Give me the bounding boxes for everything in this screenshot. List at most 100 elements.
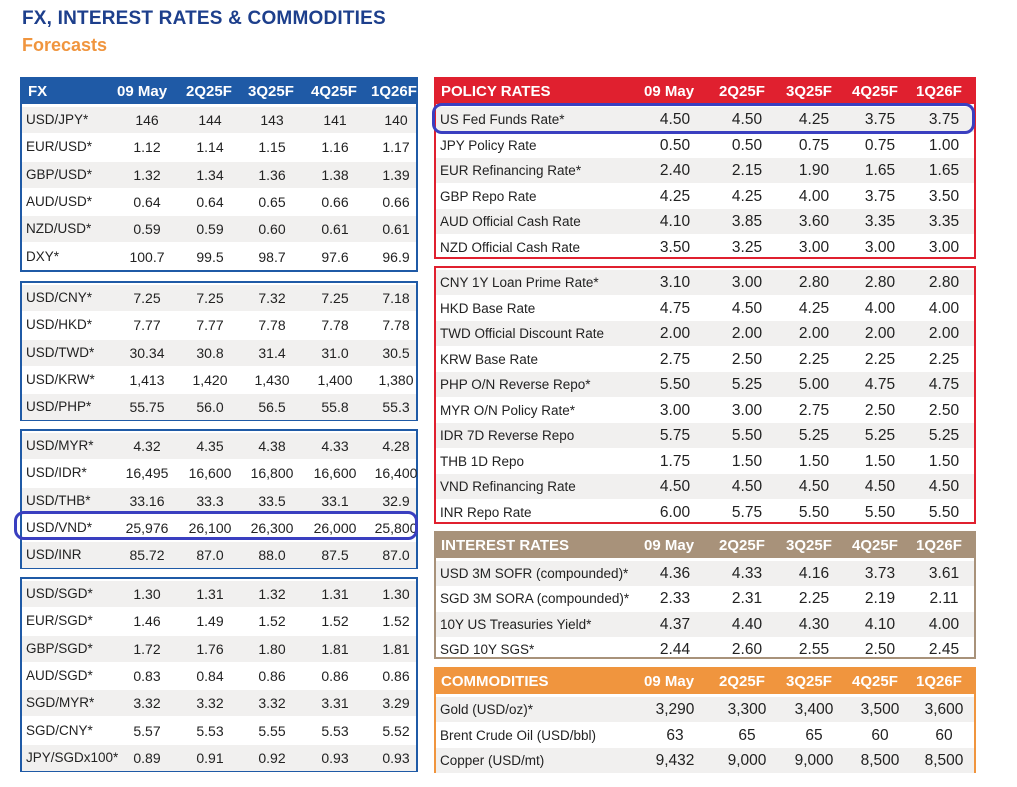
row-label: USD/PHP* xyxy=(26,399,92,415)
table-row: MYR O/N Policy Rate* 3.00 3.00 2.75 2.50 2.50 xyxy=(436,398,974,423)
table-row: USD/IDR* 16,495 16,600 16,800 16,600 16,400 xyxy=(22,460,417,486)
cell-value: 100.7 xyxy=(129,248,165,265)
table-row: SGD 10Y SGS* 2.44 2.60 2.55 2.50 2.45 xyxy=(436,637,974,662)
cell-value: 85.72 xyxy=(129,547,165,564)
row-label: INR Repo Rate xyxy=(440,504,532,520)
cell-value: 4.00 xyxy=(864,299,896,317)
table-row: USD 3M SOFR (compounded)* 4.36 4.33 4.16 3.7… xyxy=(436,561,974,586)
cell-value: 3.60 xyxy=(798,213,830,231)
cell-value: 2.75 xyxy=(798,401,830,419)
cell-value: 1.81 xyxy=(321,640,349,657)
table-row: Brent Crude Oil (USD/bbl) 63 65 65 60 60 xyxy=(436,723,974,748)
cell-value: 1.50 xyxy=(928,452,960,470)
table-row: USD/MYR* 4.32 4.35 4.38 4.33 4.28 xyxy=(22,433,416,459)
cell-value: 1.46 xyxy=(133,613,161,630)
cell-value: 1.39 xyxy=(382,166,410,183)
fx-panel-1: FX 09 May 2Q25F 3Q25F 4Q25F 1Q26F USD/JP… xyxy=(20,77,418,272)
cell-value: 99.5 xyxy=(196,248,224,265)
cell-value: 4.25 xyxy=(659,187,691,205)
cell-value: 88.0 xyxy=(258,547,286,564)
cell-value: 2.19 xyxy=(864,590,896,608)
cell-value: 4.10 xyxy=(659,213,691,231)
cell-value: 3.10 xyxy=(659,274,691,291)
table-row: AUD/USD* 0.64 0.64 0.65 0.66 0.66 xyxy=(22,189,416,215)
cell-value: 1.31 xyxy=(321,586,349,602)
cell-value: 3.31 xyxy=(321,695,349,712)
cell-value: 7.25 xyxy=(133,290,161,306)
cell-value: 0.50 xyxy=(659,136,691,154)
cell-value: 1,420 xyxy=(192,371,228,388)
table-row: AUD/SGD* 0.83 0.84 0.86 0.86 0.86 xyxy=(22,663,416,689)
fx-col-header: 4Q25F xyxy=(311,83,357,100)
cell-value: 3.00 xyxy=(731,401,763,419)
cell-value: 4.50 xyxy=(864,478,896,495)
policy-col-header: 4Q25F xyxy=(852,83,898,100)
cell-value: 0.60 xyxy=(258,221,286,238)
cell-value: 2.44 xyxy=(659,640,691,658)
row-label: VND Refinancing Rate xyxy=(440,479,576,494)
cell-value: 1.65 xyxy=(864,162,896,180)
cell-value: 1.15 xyxy=(258,139,286,156)
cell-value: 2.25 xyxy=(864,350,896,368)
page-title: FX, INTEREST RATES & COMMODITIES xyxy=(22,8,386,29)
cell-value: 87.0 xyxy=(382,547,410,564)
cell-value: 2.60 xyxy=(731,640,763,658)
row-label: KRW Base Rate xyxy=(440,351,539,367)
interest-col-header: 1Q26F xyxy=(916,537,962,554)
highlight-usd-vnd xyxy=(14,511,418,540)
row-label: USD/TWD* xyxy=(26,344,95,360)
cell-value: 1.81 xyxy=(382,640,410,657)
cell-value: 5.25 xyxy=(731,376,763,393)
cell-value: 4.33 xyxy=(731,565,763,582)
cell-value: 4.50 xyxy=(731,299,763,317)
table-row: USD/TWD* 30.34 30.8 31.4 31.0 30.5 xyxy=(22,339,416,366)
table-row: 10Y US Treasuries Yield* 4.37 4.40 4.30 4.10… xyxy=(436,611,974,637)
row-label: GBP/USD* xyxy=(26,166,93,182)
cell-value: 3.00 xyxy=(798,239,830,256)
table-row: SGD 3M SORA (compounded)* 2.33 2.31 2.25 2.1… xyxy=(436,586,974,611)
cell-value: 1.36 xyxy=(258,166,286,183)
table-row: USD/VND* 25,976 26,100 26,300 26,000 25,800 xyxy=(22,515,417,541)
table-row: US Fed Funds Rate* 4.50 4.50 4.25 3.75 3.75 xyxy=(436,107,974,132)
cell-value: 0.86 xyxy=(382,667,410,684)
row-label: IDR 7D Reverse Repo xyxy=(440,428,575,443)
cell-value: 55.3 xyxy=(382,399,410,416)
cell-value: 2.25 xyxy=(928,350,960,368)
cell-value: 5.53 xyxy=(321,722,349,739)
interest-col-header: 2Q25F xyxy=(719,537,765,554)
interest-header-label: INTEREST RATES xyxy=(441,537,570,554)
table-row: USD/INR 85.72 87.0 88.0 87.5 87.0 xyxy=(22,542,416,569)
cell-value: 3.32 xyxy=(196,695,224,712)
cell-value: 3.61 xyxy=(928,565,960,582)
cell-value: 1.12 xyxy=(133,139,161,156)
table-row: KRW Base Rate 2.75 2.50 2.25 2.25 2.25 xyxy=(436,347,974,372)
row-label: TWD Official Discount Rate xyxy=(440,326,605,341)
cell-value: 1.30 xyxy=(133,586,161,602)
cell-value: 140 xyxy=(384,112,408,128)
row-label: CNY 1Y Loan Prime Rate* xyxy=(440,275,599,290)
cell-value: 2.50 xyxy=(731,350,763,368)
row-label: USD/IDR* xyxy=(26,465,87,481)
cell-value: 56.5 xyxy=(258,399,286,416)
row-label: USD/KRW* xyxy=(26,371,95,387)
cell-value: 26,000 xyxy=(313,519,357,536)
commodities-col-header: 09 May xyxy=(644,673,695,690)
cell-value: 1.30 xyxy=(382,586,410,602)
cell-value: 1.80 xyxy=(258,640,286,657)
cell-value: 5.53 xyxy=(196,722,224,739)
policy-col-header: 2Q25F xyxy=(719,83,765,100)
cell-value: 1.34 xyxy=(196,166,224,183)
interest-col-header: 3Q25F xyxy=(786,537,832,554)
cell-value: 0.91 xyxy=(196,749,224,766)
cell-value: 3.29 xyxy=(382,695,410,712)
cell-value: 1.75 xyxy=(659,452,691,470)
row-label: EUR/SGD* xyxy=(26,613,93,629)
cell-value: 9,432 xyxy=(655,752,695,770)
row-label: SGD/MYR* xyxy=(26,695,95,711)
row-label: HKD Base Rate xyxy=(440,300,536,316)
cell-value: 4.00 xyxy=(798,187,830,205)
table-row: SGD/CNY* 5.57 5.53 5.55 5.53 5.52 xyxy=(22,718,416,744)
fx-header-label: FX xyxy=(28,83,48,100)
fx-col-header: 2Q25F xyxy=(186,83,232,100)
table-row: GBP Repo Rate 4.25 4.25 4.00 3.75 3.50 xyxy=(436,184,974,209)
